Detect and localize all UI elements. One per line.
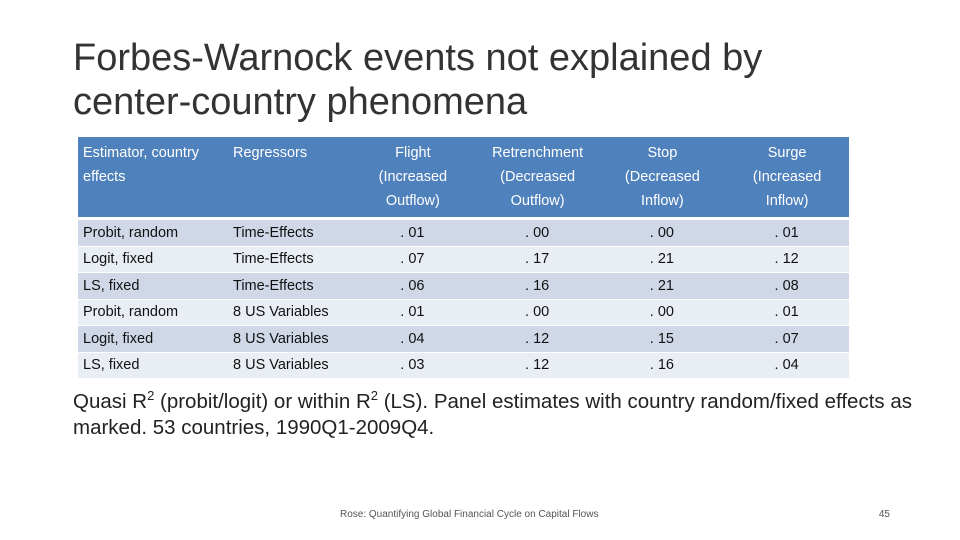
cell-surge: . 01 [724,220,849,247]
table-row: Logit, fixed 8 US Variables . 04 . 12 . … [78,326,849,353]
cell-estimator: Logit, fixed [78,326,228,353]
cell-regressors: Time-Effects [228,246,350,273]
cell-surge: . 04 [724,352,849,379]
table-row: Probit, random 8 US Variables . 01 . 00 … [78,299,849,326]
results-table: Estimator, country effects Regressors Fl… [78,137,849,379]
table-header-row: Estimator, country effects Regressors Fl… [78,137,849,220]
cell-stop: . 21 [599,246,725,273]
cell-flight: . 03 [350,352,475,379]
cell-stop: . 16 [599,352,725,379]
cell-stop: . 00 [599,299,725,326]
cell-regressors: 8 US Variables [228,299,350,326]
cell-estimator: LS, fixed [78,273,228,300]
header-stop: Stop (Decreased Inflow) [599,137,725,220]
header-flight: Flight (Increased Outflow) [350,137,475,220]
cell-regressors: 8 US Variables [228,326,350,353]
cell-flight: . 01 [350,299,475,326]
cell-stop: . 00 [599,220,725,247]
table-row: Probit, random Time-Effects . 01 . 00 . … [78,220,849,247]
slide-title-line1: Forbes-Warnock events not explained by [73,37,763,79]
table-row: Logit, fixed Time-Effects . 07 . 17 . 21… [78,246,849,273]
cell-retrenchment: . 00 [474,220,600,247]
slide-title-line2: center-country phenomena [73,81,528,123]
slide-footer: Rose: Quantifying Global Financial Cycle… [340,509,599,520]
header-regressors: Regressors [228,137,350,220]
cell-estimator: Probit, random [78,220,228,247]
cell-surge: . 08 [724,273,849,300]
table-note: Quasi R2 (probit/logit) or within R2 (LS… [73,388,913,439]
cell-stop: . 15 [599,326,725,353]
cell-regressors: Time-Effects [228,220,350,247]
slide-title: Forbes-Warnock events not explained by c… [73,36,893,124]
cell-regressors: Time-Effects [228,273,350,300]
cell-retrenchment: . 00 [474,299,600,326]
header-retrenchment: Retrenchment (Decreased Outflow) [474,137,600,220]
cell-flight: . 06 [350,273,475,300]
table-row: LS, fixed 8 US Variables . 03 . 12 . 16 … [78,352,849,379]
cell-retrenchment: . 17 [474,246,600,273]
cell-surge: . 07 [724,326,849,353]
table-row: LS, fixed Time-Effects . 06 . 16 . 21 . … [78,273,849,300]
cell-surge: . 01 [724,299,849,326]
cell-estimator: Probit, random [78,299,228,326]
page-number: 45 [878,509,890,520]
cell-stop: . 21 [599,273,725,300]
cell-flight: . 07 [350,246,475,273]
cell-flight: . 04 [350,326,475,353]
cell-flight: . 01 [350,220,475,247]
header-estimator: Estimator, country effects [78,137,228,220]
cell-surge: . 12 [724,246,849,273]
header-surge: Surge (Increased Inflow) [724,137,849,220]
cell-regressors: 8 US Variables [228,352,350,379]
cell-estimator: LS, fixed [78,352,228,379]
cell-retrenchment: . 12 [474,352,600,379]
cell-retrenchment: . 16 [474,273,600,300]
cell-retrenchment: . 12 [474,326,600,353]
cell-estimator: Logit, fixed [78,246,228,273]
